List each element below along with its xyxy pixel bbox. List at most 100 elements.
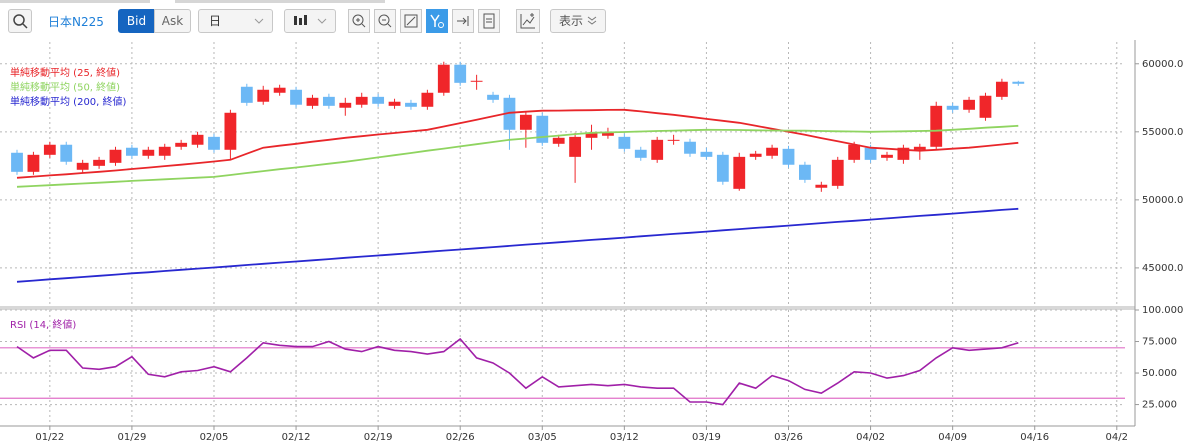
y-tick-label: 100.000 [1142,305,1183,316]
zoom-out[interactable] [374,9,396,33]
candle-body [339,102,352,108]
candle-body [306,97,319,106]
chart-type-dropdown[interactable] [284,9,336,33]
zoom-in[interactable] [348,9,370,33]
candle-body [848,144,861,160]
legend-entry: RSI (14, 終値) [10,318,76,331]
line-series [16,124,1019,188]
candle-body [158,146,171,156]
candle-body [684,141,696,154]
candle-body [27,154,40,172]
search-button[interactable] [8,9,32,33]
y-tick-label: 55000.0 [1142,127,1183,138]
candle-body [700,151,713,157]
icon [404,14,418,28]
candle-body [913,146,926,150]
scroll-end[interactable] [452,9,474,33]
display-dropdown[interactable]: 表示 [550,9,606,33]
symbol[interactable]: 日本N225 [48,15,104,29]
x-tick-label: 04/2 [1106,432,1128,443]
icon [430,14,444,28]
candle-body [388,101,401,106]
candle-body [864,147,877,160]
icon [457,16,469,26]
candle-body [897,147,910,160]
x-tick-label: 02/05 [200,432,229,443]
x-tick-label: 02/19 [364,432,393,443]
x-tick-label: 03/05 [528,432,557,443]
fit[interactable] [400,9,422,33]
candle-body [11,152,23,172]
legend-entry: 単純移動平均 (25, 終値) [10,66,120,79]
x-tick-label: 03/26 [774,432,803,443]
candle-body [355,96,368,105]
candle-body [995,81,1008,97]
line-series [16,337,1019,406]
candle-body [667,139,680,141]
candle-body [273,87,286,93]
bid-button[interactable]: Bid [118,9,155,33]
candle-body [126,147,138,156]
y-tick-label: 60000.0 [1142,59,1183,70]
candle-body [963,99,975,110]
y-tick-label: 45000.0 [1142,263,1183,274]
candle-body [257,89,270,102]
candle-body [1012,81,1025,84]
candle-body [979,95,992,118]
candle-body [437,64,450,93]
x-tick-label: 01/29 [117,432,146,443]
tab [175,0,385,3]
candle-body [602,132,614,136]
x-tick-label: 02/26 [446,432,475,443]
icon [520,13,535,29]
line-series [16,207,1019,283]
period-label: 日 [209,14,222,28]
ask-button[interactable]: Ask [154,9,191,33]
y-tick-label: 50000.0 [1142,195,1183,206]
tab [0,0,150,3]
candle-body [881,154,893,158]
candle-body [405,102,417,107]
x-tick-label: 04/16 [1020,432,1049,443]
candle-body [290,89,302,105]
legend-entry: 単純移動平均 (200, 終値) [10,95,127,108]
indicator[interactable] [516,9,540,33]
y-tick-label: 75.000 [1142,337,1177,348]
candle-body [536,115,549,143]
candle-body [503,97,516,130]
candle-body [585,132,598,138]
candle-body [60,144,73,162]
icon [483,13,495,29]
candle-body [651,139,664,160]
candle-body [43,144,56,155]
candle-body [487,94,499,100]
candle-body [191,134,204,145]
dropdown-arrow [254,18,264,24]
crosshair-active[interactable] [426,9,448,33]
dropdown-arrow [587,16,597,25]
candle-body [142,149,155,156]
icon [352,14,366,28]
x-tick-label: 04/02 [856,432,885,443]
candle-body [519,114,532,130]
y-tick-label: 25.000 [1142,400,1177,411]
candle-body [224,112,237,150]
x-tick-label: 03/12 [610,432,639,443]
candle-body [76,162,89,170]
candle-body [175,142,188,147]
candle-body [372,96,385,104]
display-label: 表示 [559,14,584,28]
document[interactable] [478,9,500,33]
candle-body [782,148,795,165]
x-tick-label: 04/09 [938,432,967,443]
candle-body [716,154,729,182]
legend-entry: 単純移動平均 (50, 終値) [10,81,120,94]
candle-body [749,153,762,157]
candle-body [109,149,122,163]
candle-body [454,64,467,83]
search-icon [13,14,28,29]
candle-body [322,96,335,106]
pane-separator [0,306,1135,310]
